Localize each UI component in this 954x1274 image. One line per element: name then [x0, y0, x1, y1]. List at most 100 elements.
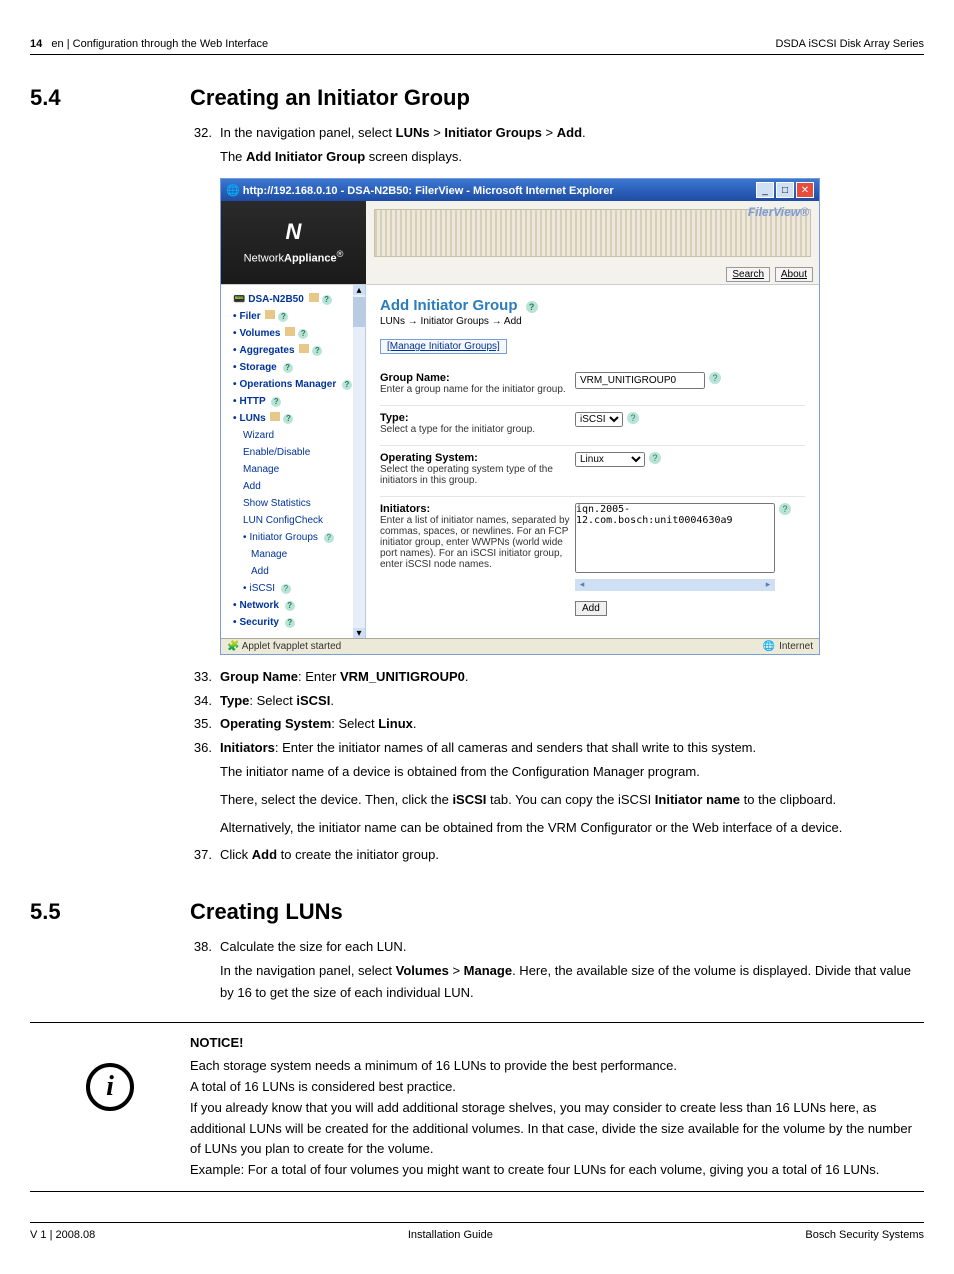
groupname-input[interactable] [575, 372, 705, 389]
initiators-textarea[interactable]: iqn.2005-12.com.bosch:unit0004630a9 [575, 503, 775, 573]
section-5-5: 5.5 Creating LUNs 38. Calculate the size… [30, 899, 924, 1011]
ie-window: 🌐 http://192.168.0.10 - DSA-N2B50: Filer… [220, 178, 820, 655]
help-icon[interactable]: ? [283, 414, 293, 424]
info-icon: i [86, 1063, 134, 1111]
help-icon[interactable]: ? [298, 329, 308, 339]
about-link[interactable]: About [775, 267, 813, 282]
footer-right: Bosch Security Systems [805, 1229, 924, 1241]
help-icon[interactable]: ? [285, 601, 295, 611]
sidebar-filer[interactable]: •Filer ? [225, 308, 361, 325]
row-group-name: Group Name: Enter a group name for the i… [380, 366, 805, 395]
step-36-num: 36. [190, 738, 220, 758]
step-36-p2: There, select the device. Then, click th… [190, 789, 924, 811]
section-number-5-5: 5.5 [30, 899, 190, 1011]
type-select[interactable]: iSCSI [575, 412, 623, 427]
help-icon[interactable]: ? [779, 503, 791, 515]
sidebar-volumes[interactable]: •Volumes ? [225, 325, 361, 342]
notice-body: NOTICE! Each storage system needs a mini… [190, 1033, 924, 1181]
sidebar-storage[interactable]: •Storage ? [225, 359, 361, 376]
step-38-p1: In the navigation panel, select Volumes … [190, 960, 924, 1004]
groupname-desc: Enter a group name for the initiator gro… [380, 384, 575, 395]
os-select[interactable]: Linux [575, 452, 645, 467]
scroll-left-icon[interactable]: ◂ [575, 579, 589, 591]
ie-titlebar: 🌐 http://192.168.0.10 - DSA-N2B50: Filer… [221, 179, 819, 201]
help-icon[interactable]: ? [312, 346, 322, 356]
notice-p1: Each storage system needs a minimum of 1… [190, 1056, 924, 1077]
sidebar-opsmgr[interactable]: •Operations Manager ? [225, 376, 361, 393]
sidebar-security[interactable]: •Security ? [225, 614, 361, 631]
section-number-5-4: 5.4 [30, 85, 190, 869]
scroll-right-icon[interactable]: ▸ [761, 579, 775, 591]
notice-p4: Example: For a total of four volumes you… [190, 1160, 924, 1181]
ie-title-text: 🌐 http://192.168.0.10 - DSA-N2B50: Filer… [226, 184, 614, 197]
sidebar: ▴▾ 📟 DSA-N2B50 ? •Filer ? •Volumes ? •Ag… [221, 285, 366, 638]
sidebar-iscsi[interactable]: •iSCSI ? [225, 580, 361, 597]
search-link[interactable]: Search [726, 267, 770, 282]
help-icon[interactable]: ? [271, 397, 281, 407]
step-32-num: 32. [190, 123, 220, 143]
step-32-text: In the navigation panel, select LUNs > I… [220, 123, 924, 143]
step-34-text: Type: Select iSCSI. [220, 691, 924, 711]
sidebar-add[interactable]: Add [225, 478, 361, 495]
help-icon[interactable]: ? [526, 301, 538, 313]
step-36-p3: Alternatively, the initiator name can be… [190, 817, 924, 839]
os-label: Operating System: [380, 452, 575, 464]
header-right: DSDA iSCSI Disk Array Series [775, 38, 924, 50]
sidebar-root[interactable]: 📟 DSA-N2B50 ? [225, 291, 361, 308]
help-icon[interactable]: ? [627, 412, 639, 424]
sidebar-manage[interactable]: Manage [225, 461, 361, 478]
close-button[interactable]: ✕ [796, 182, 814, 198]
step-32-sub: The Add Initiator Group screen displays. [190, 147, 924, 167]
folder-icon [309, 293, 319, 302]
sidebar-luns[interactable]: •LUNs ? [225, 410, 361, 427]
step-36-text: Initiators: Enter the initiator names of… [220, 738, 924, 758]
window-buttons: _ □ ✕ [756, 182, 814, 198]
help-icon[interactable]: ? [322, 295, 332, 305]
sidebar-luncfg[interactable]: LUN ConfigCheck [225, 512, 361, 529]
filerview-main: ▴▾ 📟 DSA-N2B50 ? •Filer ? •Volumes ? •Ag… [221, 285, 819, 638]
step-35-num: 35. [190, 714, 220, 734]
breadcrumb: LUNs → Initiator Groups → Add [380, 316, 805, 327]
folder-icon [285, 327, 295, 336]
help-icon[interactable]: ? [281, 584, 291, 594]
section-5-4: 5.4 Creating an Initiator Group 32. In t… [30, 85, 924, 869]
help-icon[interactable]: ? [324, 533, 334, 543]
step-37-text: Click Add to create the initiator group. [220, 845, 924, 865]
help-icon[interactable]: ? [649, 452, 661, 464]
sidebar-stats[interactable]: Show Statistics [225, 495, 361, 512]
sidebar-scrollbar[interactable]: ▴▾ [353, 285, 365, 638]
scrollbar-thumb[interactable] [353, 297, 365, 327]
sidebar-enable[interactable]: Enable/Disable [225, 444, 361, 461]
row-initiators: Initiators: Enter a list of initiator na… [380, 496, 805, 616]
screenshot-container: 🌐 http://192.168.0.10 - DSA-N2B50: Filer… [220, 178, 924, 655]
add-button[interactable]: Add [575, 601, 607, 616]
sidebar-http[interactable]: •HTTP ? [225, 393, 361, 410]
filerview-label: FilerView® [748, 205, 809, 219]
sidebar-wizard[interactable]: Wizard [225, 427, 361, 444]
help-icon[interactable]: ? [285, 618, 295, 628]
step-33-text: Group Name: Enter VRM_UNITIGROUP0. [220, 667, 924, 687]
step-34-num: 34. [190, 691, 220, 711]
notice-icon-cell: i [30, 1033, 190, 1111]
sidebar-aggregates[interactable]: •Aggregates ? [225, 342, 361, 359]
sidebar-network[interactable]: •Network ? [225, 597, 361, 614]
help-icon[interactable]: ? [283, 363, 293, 373]
manage-groups-link[interactable]: [Manage Initiator Groups] [380, 339, 507, 354]
folder-icon [265, 310, 275, 319]
netapp-logo: N NetworkAppliance® [221, 201, 366, 284]
content-panel: Add Initiator Group ? LUNs → Initiator G… [366, 285, 819, 638]
footer-center: Installation Guide [408, 1229, 493, 1241]
section-title-5-5: Creating LUNs [190, 899, 924, 925]
maximize-button[interactable]: □ [776, 182, 794, 198]
step-38-text: Calculate the size for each LUN. [220, 937, 924, 957]
type-desc: Select a type for the initiator group. [380, 424, 575, 435]
sidebar-ig-add[interactable]: Add [225, 563, 361, 580]
minimize-button[interactable]: _ [756, 182, 774, 198]
help-icon[interactable]: ? [342, 380, 352, 390]
help-icon[interactable]: ? [278, 312, 288, 322]
help-icon[interactable]: ? [709, 372, 721, 384]
textarea-hscroll[interactable]: ◂▸ [575, 579, 775, 591]
initiators-label: Initiators: [380, 503, 575, 515]
sidebar-ig-manage[interactable]: Manage [225, 546, 361, 563]
sidebar-initiator-groups[interactable]: •Initiator Groups ? [225, 529, 361, 546]
